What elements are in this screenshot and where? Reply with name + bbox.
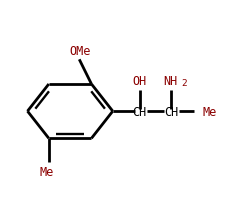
Text: Me: Me [202, 105, 216, 118]
Text: OMe: OMe [70, 45, 91, 58]
Text: CH: CH [164, 105, 178, 118]
Text: Me: Me [39, 165, 53, 178]
Text: 2: 2 [181, 79, 187, 88]
Text: CH: CH [133, 105, 147, 118]
Text: OH: OH [133, 74, 147, 88]
Text: NH: NH [163, 74, 177, 88]
